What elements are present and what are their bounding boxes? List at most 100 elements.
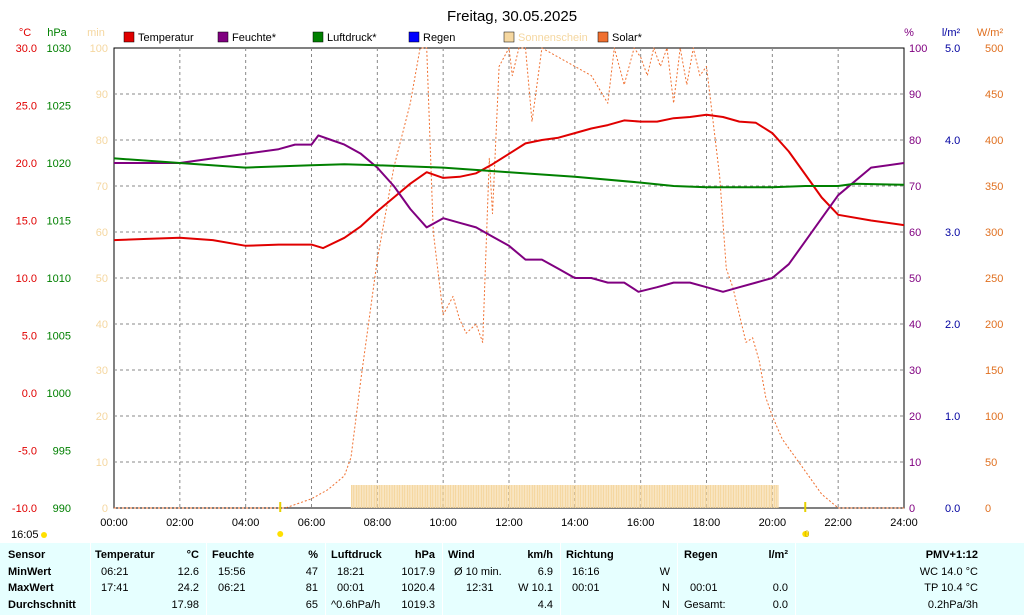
sunshine-bar <box>495 485 498 508</box>
sunshine-bar <box>360 485 363 508</box>
unit-label-solar: W/m² <box>977 27 1004 39</box>
sunshine-bar <box>762 485 764 508</box>
sunshine-bar <box>658 485 661 508</box>
legend-label: Regen <box>423 32 455 44</box>
tick-label-temp: 0.0 <box>22 388 37 400</box>
series-line-temp <box>113 113 905 250</box>
header-regen-unit: l/m² <box>768 549 788 561</box>
sunshine-bar <box>588 485 590 508</box>
sunshine-bar <box>716 485 718 508</box>
column-separator <box>795 543 796 615</box>
max-feuchte-time: 06:21 <box>218 582 246 594</box>
max-feuchte-value: 81 <box>305 582 318 594</box>
sunshine-bar <box>548 485 550 508</box>
axis-ticks: 30.025.020.015.010.05.00.0-5.0-10.010301… <box>12 43 1003 529</box>
tick-label-pressure: 1025 <box>47 101 71 113</box>
avg-temp-value: 17.98 <box>171 599 199 611</box>
tick-label-solar: 100 <box>985 411 1003 423</box>
sunshine-bar <box>772 485 774 508</box>
min-luft-value: 1017.9 <box>401 566 435 578</box>
current-time-marker <box>41 532 47 538</box>
tick-label-time: 02:00 <box>166 517 194 529</box>
sunshine-bar <box>601 485 603 508</box>
sunshine-bar <box>405 485 407 508</box>
sunshine-bar <box>436 485 438 508</box>
max-luft-time: 00:01 <box>337 582 365 594</box>
legend-label: Luftdruck* <box>327 32 377 44</box>
sunshine-bar <box>459 485 461 508</box>
sunshine-bar <box>754 485 756 508</box>
sunshine-bar <box>767 485 769 508</box>
sunshine-bar <box>485 485 488 508</box>
sunshine-bar <box>657 485 659 508</box>
tick-label-temp: 20.0 <box>16 158 37 170</box>
sunshine-bar <box>683 485 685 508</box>
tick-label-sun_min: 70 <box>96 181 108 193</box>
wind-avg-label: Ø 10 min. <box>454 566 502 578</box>
tick-label-time: 14:00 <box>561 517 589 529</box>
tick-label-humidity: 100 <box>909 43 927 55</box>
sun-marker-dot <box>277 531 284 537</box>
sunshine-bar <box>662 485 664 508</box>
tick-label-rain: 0.0 <box>945 503 960 515</box>
sunshine-bar <box>760 485 763 508</box>
sunshine-bar <box>370 485 373 508</box>
sunshine-bar <box>462 485 465 508</box>
sunshine-bar <box>513 485 516 508</box>
header-luftdruck: Luftdruck <box>331 549 382 561</box>
sunshine-bar <box>615 485 618 508</box>
sunshine-bar <box>688 485 690 508</box>
legend-swatch <box>408 31 420 43</box>
sunshine-bar <box>709 485 712 508</box>
sunshine-bar <box>663 485 666 508</box>
sunshine-bar <box>678 485 680 508</box>
dewpoint-value: TP 10.4 °C <box>924 582 978 594</box>
sunshine-bar <box>362 485 364 508</box>
row-label-minwert: MinWert <box>8 566 52 578</box>
sunshine-bar <box>517 485 519 508</box>
tick-label-sun_min: 80 <box>96 135 108 147</box>
sunshine-bar <box>541 485 544 508</box>
tick-label-time: 04:00 <box>232 517 260 529</box>
sunshine-bar <box>706 485 708 508</box>
tick-label-pressure: 1010 <box>47 273 71 285</box>
sunshine-bar <box>530 485 532 508</box>
tick-label-rain: 5.0 <box>945 43 960 55</box>
sunshine-bar <box>551 485 554 508</box>
legend-swatch <box>312 31 324 43</box>
sunshine-bar <box>490 485 493 508</box>
chart-title: Freitag, 30.05.2025 <box>447 8 577 25</box>
sunshine-bar <box>512 485 514 508</box>
tick-label-temp: 15.0 <box>16 216 37 228</box>
sunshine-bar <box>653 485 656 508</box>
sunshine-bar <box>691 485 693 508</box>
sunshine-bar <box>434 485 437 508</box>
sunshine-bar <box>719 485 721 508</box>
tick-label-time: 18:00 <box>693 517 721 529</box>
sunshine-bar <box>704 485 707 508</box>
chart-legend: Temperatur Feuchte* Luftdruck* Regen Sonnens… <box>123 31 643 44</box>
header-wind: Wind <box>448 549 475 561</box>
sunshine-bar <box>438 485 440 508</box>
min-temp-time: 06:21 <box>101 566 129 578</box>
sunshine-bar <box>375 485 377 508</box>
sunshine-bar <box>713 485 715 508</box>
sunshine-bar <box>449 485 452 508</box>
sunshine-bar <box>553 485 555 508</box>
tick-label-pressure: 1020 <box>47 158 71 170</box>
sunshine-bar <box>388 485 391 508</box>
legend-label: Feuchte* <box>232 32 277 44</box>
sunshine-bar <box>711 485 713 508</box>
sunshine-bar <box>469 485 471 508</box>
sunshine-bar <box>564 485 567 508</box>
tick-label-solar: 500 <box>985 43 1003 55</box>
sunshine-bar <box>586 485 588 508</box>
sunshine-bar <box>726 485 728 508</box>
sunshine-bar <box>428 485 430 508</box>
min-temp-value: 12.6 <box>177 566 199 578</box>
regen-total-label: Gesamt: <box>684 599 726 611</box>
sunshine-bar <box>489 485 491 508</box>
sunshine-bar <box>696 485 698 508</box>
sunshine-bar <box>377 485 379 508</box>
